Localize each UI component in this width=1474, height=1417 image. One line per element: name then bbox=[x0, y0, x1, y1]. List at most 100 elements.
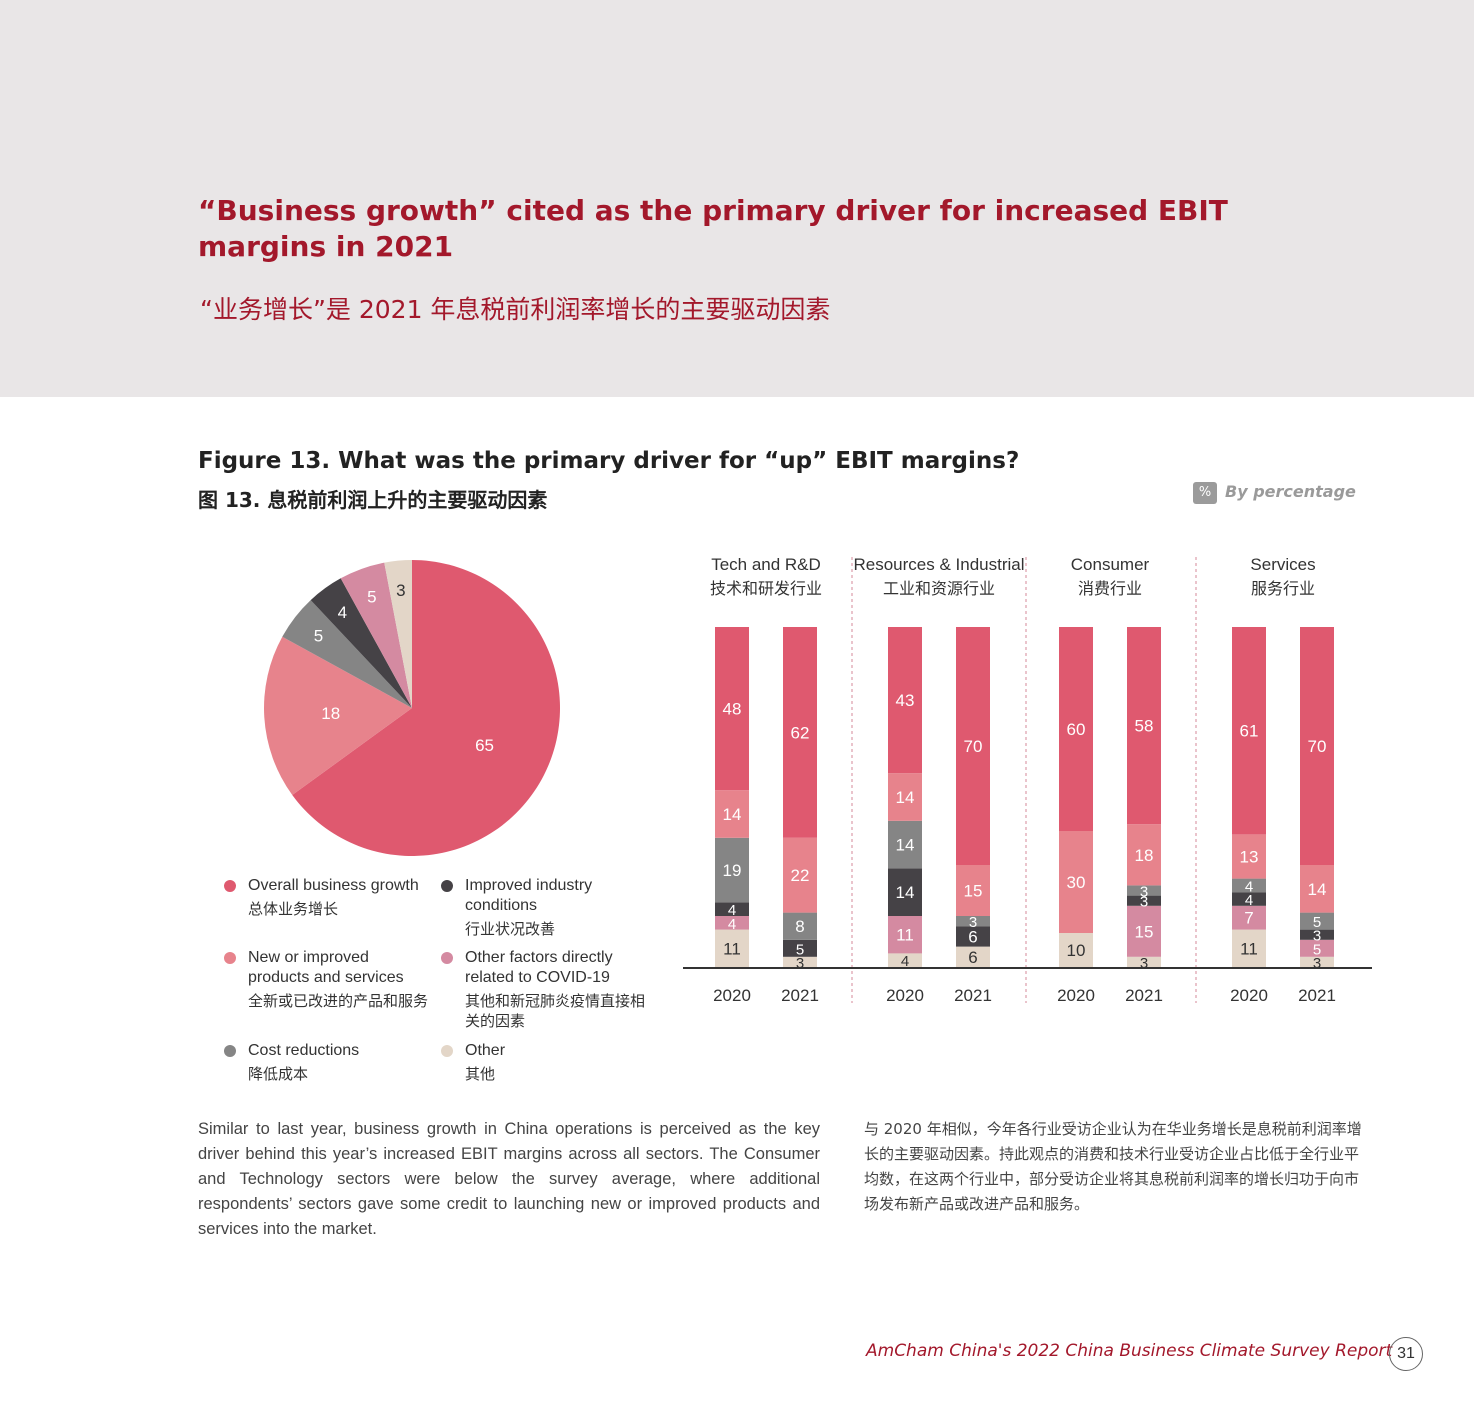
legend-dot-icon bbox=[224, 1045, 236, 1057]
bar-segment-overall bbox=[888, 627, 922, 774]
bar-segment-overall bbox=[1232, 627, 1266, 835]
bar-segment-industry bbox=[1232, 892, 1266, 906]
body-text-en: Similar to last year, business growth in… bbox=[198, 1120, 820, 1238]
bar-segment-new_products bbox=[1059, 831, 1093, 933]
bar-segment-other bbox=[1300, 956, 1334, 967]
bar-label-cost: 4 bbox=[1245, 878, 1253, 895]
bar-label-other: 3 bbox=[1313, 955, 1321, 972]
group-title-cn: 工业和资源行业 bbox=[883, 580, 995, 598]
bar-label-new_products: 15 bbox=[964, 882, 983, 901]
year-label: 2020 bbox=[886, 986, 924, 1005]
bar-label-overall: 58 bbox=[1135, 717, 1154, 736]
bar-segment-industry bbox=[1300, 929, 1334, 940]
bar-label-new_products: 18 bbox=[1135, 846, 1154, 865]
bar-label-overall: 61 bbox=[1240, 722, 1259, 741]
bar-segment-industry bbox=[888, 868, 922, 916]
bar-segment-other bbox=[888, 953, 922, 967]
bar-label-overall: 62 bbox=[791, 723, 810, 742]
legend-label: Overall business growth bbox=[248, 877, 419, 894]
bar-label-other: 11 bbox=[723, 939, 741, 958]
bar-label-industry: 4 bbox=[728, 902, 736, 919]
bar-segment-overall bbox=[715, 627, 749, 791]
header-band bbox=[0, 0, 1474, 397]
legend-label: Improved industry conditions bbox=[465, 877, 593, 914]
pie-slice-covid bbox=[340, 562, 412, 708]
legend-label-cn: 其他和新冠肺炎疫情直接相关的因素 bbox=[465, 992, 646, 1030]
bar-label-new_products: 14 bbox=[896, 788, 915, 807]
pie-slice-other bbox=[384, 560, 412, 708]
bar-segment-other bbox=[956, 946, 990, 967]
bar-label-industry: 3 bbox=[1140, 894, 1148, 911]
bar-label-industry: 3 bbox=[1313, 928, 1321, 945]
pie-label-industry: 4 bbox=[338, 603, 347, 622]
pie-slice-industry bbox=[310, 578, 412, 708]
group-title: Resources & Industrial bbox=[853, 555, 1024, 574]
year-label: 2021 bbox=[954, 986, 992, 1005]
pie-label-new_products: 18 bbox=[321, 704, 340, 723]
pie-legend: Overall business growth 总体业务增长 Improved in… bbox=[224, 876, 646, 1096]
pie-label-cost: 5 bbox=[314, 626, 323, 645]
bar-label-other: 3 bbox=[1140, 955, 1148, 972]
bar-label-other: 4 bbox=[901, 953, 909, 970]
page-headline-cn: “业务增长”是 2021 年息税前利润率增长的主要驱动因素 bbox=[200, 295, 831, 324]
bar-segment-cost bbox=[956, 916, 990, 927]
page-headline: “Business growth” cited as the primary d… bbox=[198, 194, 1228, 263]
year-label: 2020 bbox=[713, 986, 751, 1005]
unit-note: By percentage bbox=[1225, 482, 1356, 501]
bar-label-covid: 4 bbox=[728, 916, 736, 933]
bar-label-new_products: 14 bbox=[723, 805, 742, 824]
bar-label-other: 6 bbox=[968, 948, 977, 967]
pie-slice-new_products bbox=[264, 636, 412, 795]
pie-slice-overall bbox=[292, 560, 560, 856]
legend-label-cn: 总体业务增长 bbox=[248, 900, 339, 918]
pie-label-covid: 5 bbox=[367, 588, 376, 607]
bar-segment-industry bbox=[956, 926, 990, 947]
bar-label-other: 10 bbox=[1067, 941, 1086, 960]
bar-segment-covid bbox=[1300, 939, 1334, 957]
bar-label-overall: 48 bbox=[723, 700, 742, 719]
body-text-cn: 与 2020 年相似，今年各行业受访企业认为在华业务增长是息税前利润率增长的主要… bbox=[864, 1120, 1362, 1213]
bar-label-covid: 5 bbox=[1313, 941, 1321, 958]
bar-label-covid: 7 bbox=[1244, 909, 1253, 928]
bar-segment-overall bbox=[1300, 627, 1334, 865]
bar-segment-covid bbox=[1232, 905, 1266, 930]
page-number: 31 bbox=[1389, 1337, 1423, 1371]
bar-label-other: 11 bbox=[1240, 939, 1258, 958]
legend-label-cn: 行业状况改善 bbox=[465, 920, 556, 938]
bar-segment-new_products bbox=[715, 790, 749, 838]
bar-segment-cost bbox=[888, 820, 922, 869]
legend-label: Cost reductions bbox=[248, 1042, 360, 1059]
legend-label-cn: 降低成本 bbox=[248, 1065, 309, 1083]
bar-segment-overall bbox=[1127, 627, 1161, 825]
bar-segment-new_products bbox=[956, 865, 990, 916]
year-label: 2021 bbox=[1125, 986, 1163, 1005]
group-title-cn: 消费行业 bbox=[1078, 580, 1142, 598]
legend-label-cn: 全新或已改进的产品和服务 bbox=[248, 992, 429, 1010]
bar-label-industry: 6 bbox=[968, 927, 977, 946]
bar-segment-other bbox=[715, 929, 749, 967]
year-label: 2020 bbox=[1230, 986, 1268, 1005]
bar-segment-new_products bbox=[1232, 834, 1266, 879]
bar-segment-cost bbox=[1232, 878, 1266, 893]
bar-segment-industry bbox=[715, 902, 749, 916]
bar-label-other: 3 bbox=[796, 955, 804, 972]
bar-label-cost: 3 bbox=[1140, 884, 1148, 901]
figure-title: Figure 13. What was the primary driver f… bbox=[198, 448, 1020, 474]
group-title: Consumer bbox=[1071, 555, 1150, 574]
legend-label-cn: 其他 bbox=[465, 1065, 496, 1083]
bar-segment-industry bbox=[1127, 895, 1161, 906]
bar-label-new_products: 30 bbox=[1067, 873, 1086, 892]
figure-title-cn: 图 13. 息税前利润上升的主要驱动因素 bbox=[198, 488, 548, 512]
bar-label-industry: 14 bbox=[896, 883, 915, 902]
bar-label-new_products: 13 bbox=[1240, 848, 1259, 867]
legend-dot-icon bbox=[441, 1045, 453, 1057]
group-title: Services bbox=[1250, 555, 1315, 574]
bar-segment-cost bbox=[783, 912, 817, 940]
bar-label-overall: 60 bbox=[1067, 720, 1086, 739]
bar-segment-covid bbox=[1127, 905, 1161, 957]
bar-segment-covid bbox=[888, 916, 922, 954]
bar-segment-new_products bbox=[1300, 865, 1334, 913]
bar-segment-new_products bbox=[888, 773, 922, 821]
percent-icon: % bbox=[1193, 482, 1217, 504]
